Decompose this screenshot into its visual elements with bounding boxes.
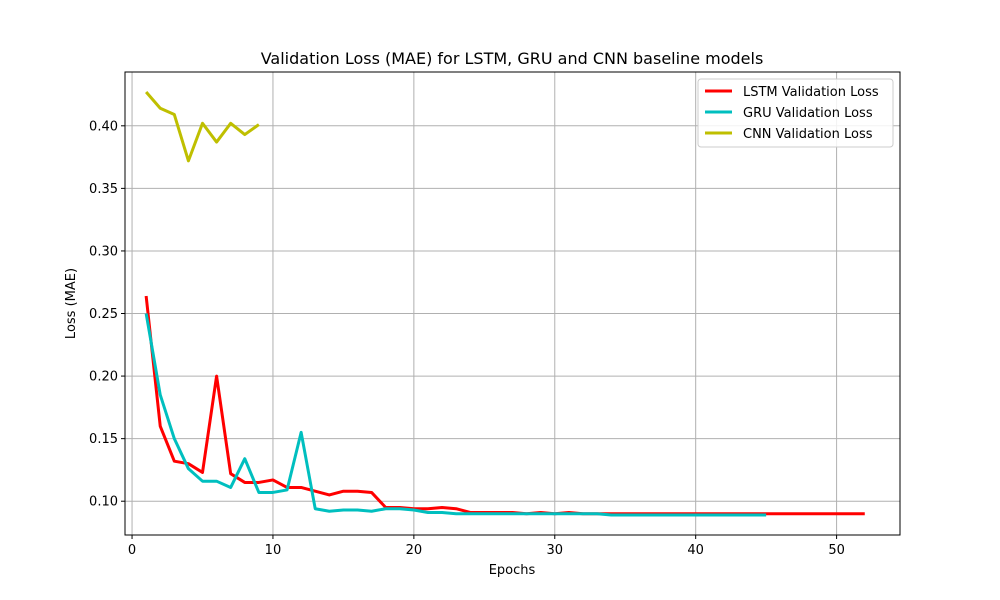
plot-frame: [124, 71, 901, 536]
y-tick-label: 0.20: [89, 370, 118, 385]
series-lines: [144, 91, 865, 517]
legend-box: [697, 78, 894, 148]
x-tick-label: 40: [687, 543, 704, 558]
axis-ticks: 0 10 20 30 40 50 0.10 0.15 0.20 0.25 0.30 0.35 0.40: [89, 119, 845, 558]
chart-title: Validation Loss (MAE) for LSTM, GRU and …: [261, 49, 764, 68]
y-axis-title: Loss (MAE): [64, 268, 79, 339]
gru-series-line: [144, 313, 767, 517]
y-tick-label: 0.15: [89, 432, 118, 447]
x-axis-title: Epochs: [489, 563, 536, 578]
x-tick-label: 20: [406, 543, 423, 558]
y-tick-label: 0.25: [89, 307, 118, 322]
cnn-series-line: [145, 91, 260, 163]
x-tick-label: 10: [265, 543, 282, 558]
x-tick-label: 50: [828, 543, 845, 558]
x-tick-label: 30: [546, 543, 563, 558]
cnn-legend-label: CNN Validation Loss: [743, 127, 873, 142]
y-tick-label: 0.10: [89, 495, 118, 510]
legend: LSTM Validation Loss GRU Validation Loss C…: [697, 78, 894, 148]
lstm-legend-label: LSTM Validation Loss: [743, 85, 879, 100]
grid-lines: [125, 72, 900, 535]
y-tick-label: 0.40: [89, 119, 118, 134]
gru-legend-label: GRU Validation Loss: [743, 106, 873, 121]
y-tick-label: 0.30: [89, 244, 118, 259]
x-tick-label: 0: [128, 543, 136, 558]
y-tick-label: 0.35: [89, 182, 118, 197]
